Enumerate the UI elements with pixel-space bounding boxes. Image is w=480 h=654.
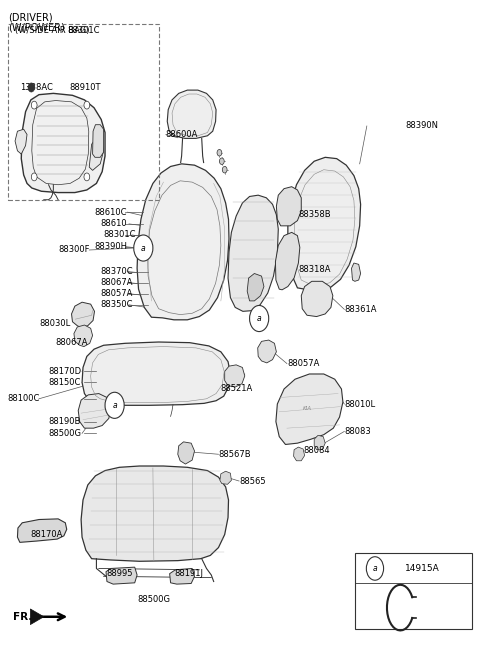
Polygon shape — [78, 394, 111, 428]
Text: 88057A: 88057A — [287, 359, 319, 368]
Text: 88318A: 88318A — [299, 265, 331, 274]
Polygon shape — [301, 281, 333, 317]
Polygon shape — [82, 342, 230, 405]
Text: a: a — [141, 243, 145, 252]
Text: 88358B: 88358B — [299, 210, 331, 219]
Text: 88370C: 88370C — [100, 267, 133, 276]
Text: (W/SIDE AIR BAG): (W/SIDE AIR BAG) — [15, 26, 90, 35]
Circle shape — [31, 101, 37, 109]
Text: 88610C: 88610C — [94, 207, 127, 216]
Text: 88083: 88083 — [344, 427, 371, 436]
Text: 88300F: 88300F — [58, 245, 90, 254]
Polygon shape — [225, 365, 245, 387]
Text: 88170A: 88170A — [31, 530, 63, 539]
Text: 88610: 88610 — [100, 219, 127, 228]
Polygon shape — [276, 232, 300, 290]
Polygon shape — [288, 158, 360, 290]
Polygon shape — [72, 302, 95, 328]
Circle shape — [366, 557, 384, 580]
Polygon shape — [276, 186, 301, 226]
Polygon shape — [228, 195, 278, 311]
Text: 88500G: 88500G — [48, 429, 82, 438]
Text: a: a — [112, 401, 117, 410]
Text: a: a — [372, 564, 377, 573]
Text: 88565: 88565 — [239, 477, 265, 485]
Text: 88910T: 88910T — [69, 83, 101, 92]
Text: 88521A: 88521A — [220, 384, 252, 393]
Text: 88057A: 88057A — [100, 289, 132, 298]
Polygon shape — [351, 263, 360, 281]
Circle shape — [222, 167, 227, 173]
Text: 1338AC: 1338AC — [20, 83, 53, 92]
Text: (DRIVER): (DRIVER) — [8, 12, 52, 22]
Text: 88084: 88084 — [303, 447, 330, 455]
Polygon shape — [220, 472, 231, 484]
Text: 14915A: 14915A — [405, 564, 440, 573]
Text: 88190B: 88190B — [48, 417, 81, 426]
Polygon shape — [314, 436, 325, 450]
Text: (W/POWER): (W/POWER) — [8, 23, 65, 33]
Text: KIA: KIA — [302, 406, 312, 411]
Circle shape — [31, 173, 37, 181]
Polygon shape — [93, 125, 104, 158]
Circle shape — [250, 305, 269, 332]
Circle shape — [28, 83, 35, 92]
Circle shape — [219, 158, 224, 165]
Polygon shape — [89, 138, 104, 171]
Text: 88600A: 88600A — [166, 130, 198, 139]
Text: 88301C: 88301C — [103, 230, 136, 239]
Text: 88390H: 88390H — [94, 242, 127, 251]
Polygon shape — [169, 568, 194, 584]
Polygon shape — [178, 442, 194, 464]
Polygon shape — [17, 519, 67, 542]
Text: 88030L: 88030L — [39, 318, 70, 328]
Polygon shape — [167, 90, 216, 139]
Text: FR.: FR. — [12, 612, 32, 623]
Text: 88191J: 88191J — [174, 569, 203, 578]
Text: 88995: 88995 — [106, 569, 132, 578]
Polygon shape — [276, 374, 343, 445]
Text: 88567B: 88567B — [218, 450, 251, 458]
Text: 88067A: 88067A — [56, 338, 88, 347]
Text: 88170D: 88170D — [48, 367, 82, 376]
Polygon shape — [137, 164, 229, 320]
Text: 88500G: 88500G — [137, 595, 170, 604]
Polygon shape — [30, 609, 44, 625]
Text: 88100C: 88100C — [8, 394, 40, 404]
Polygon shape — [81, 466, 228, 561]
Polygon shape — [258, 340, 276, 363]
Text: 88301C: 88301C — [67, 26, 99, 35]
Circle shape — [84, 101, 90, 109]
Circle shape — [105, 392, 124, 419]
Text: 88067A: 88067A — [100, 278, 133, 287]
Text: 88390N: 88390N — [405, 122, 438, 131]
Text: a: a — [257, 314, 262, 323]
Text: 88150C: 88150C — [48, 378, 81, 387]
Circle shape — [217, 150, 222, 156]
Polygon shape — [294, 447, 305, 461]
Polygon shape — [21, 94, 105, 192]
Text: 88361A: 88361A — [344, 305, 377, 314]
Circle shape — [134, 235, 153, 261]
Polygon shape — [74, 325, 93, 347]
Text: 88350C: 88350C — [100, 300, 133, 309]
Polygon shape — [247, 273, 264, 301]
Circle shape — [84, 173, 90, 181]
Polygon shape — [15, 129, 27, 154]
Polygon shape — [106, 567, 137, 584]
Text: 88010L: 88010L — [344, 400, 375, 409]
